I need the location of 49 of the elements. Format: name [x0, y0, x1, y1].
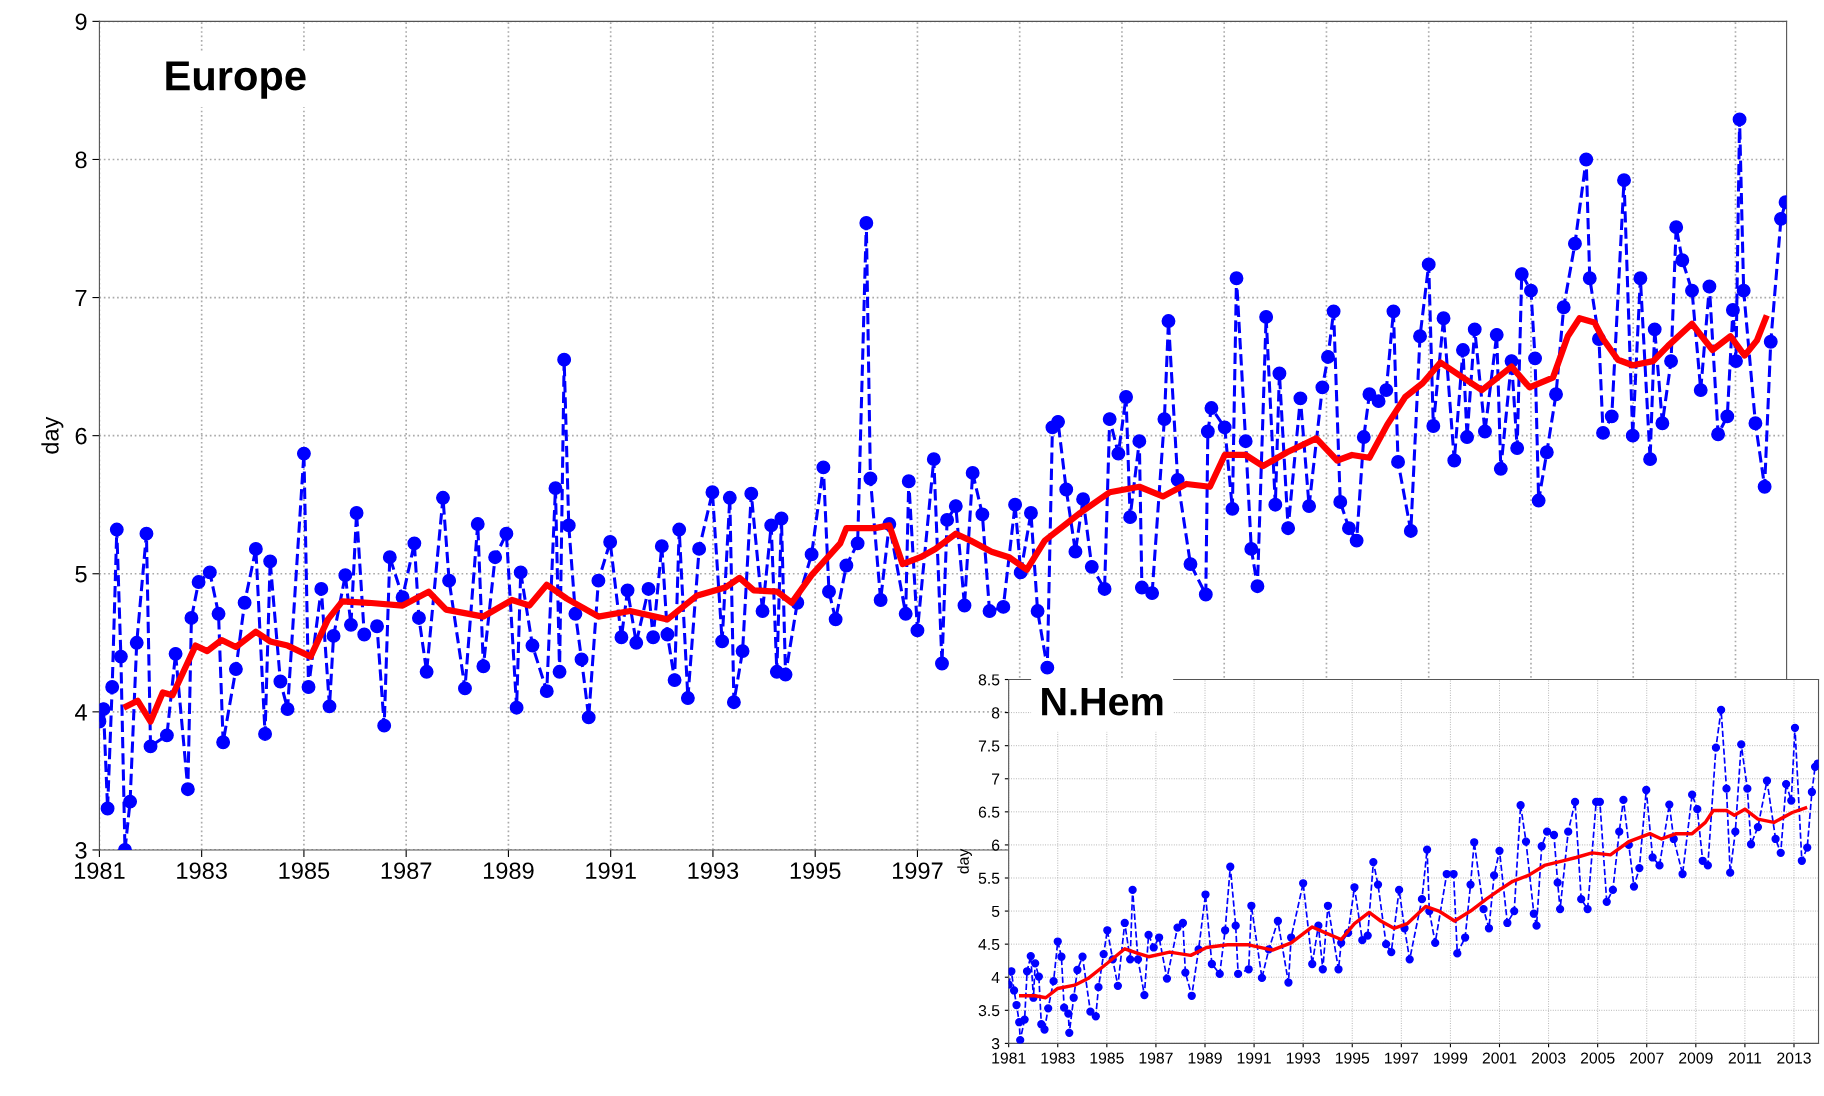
x-tick-label: 2003	[1531, 1052, 1566, 1064]
chart-title: N.Hem	[1042, 687, 1163, 716]
y-tick-label: 8	[991, 707, 1000, 719]
y-tick-label: 7	[75, 289, 87, 307]
x-tick-label: 1987	[1139, 1052, 1173, 1064]
y-tick-label: 7.5	[978, 740, 1000, 752]
x-tick-label: 2007	[1630, 1052, 1664, 1064]
x-tick-label: 1993	[688, 862, 739, 880]
y-tick-label: 6.5	[978, 806, 1000, 818]
x-tick-label: 1985	[279, 862, 330, 880]
y-tick-label: 4	[75, 704, 87, 721]
x-tick-label: 1983	[177, 862, 227, 880]
x-tick-label: 2001	[1482, 1052, 1517, 1064]
y-axis-title: day	[957, 848, 972, 874]
y-tick-label: 5.5	[978, 872, 1000, 884]
x-tick-label: 1991	[586, 862, 636, 880]
y-tick-label: 8	[75, 151, 87, 169]
x-tick-label: 1983	[1041, 1052, 1075, 1064]
x-tick-label: 1999	[1434, 1052, 1468, 1064]
y-tick-label: 8.5	[978, 674, 1000, 686]
y-tick-label: 6	[992, 839, 1000, 851]
text: Europe	[166, 61, 306, 99]
y-tick-label: 7	[992, 773, 1000, 785]
x-tick-label: 2005	[1580, 1052, 1615, 1064]
y-tick-label: 3.5	[978, 1005, 1000, 1017]
x-tick-label: 1997	[892, 862, 943, 880]
x-tick-label: 1985	[1090, 1052, 1124, 1064]
x-tick-label: 1995	[790, 862, 841, 880]
x-tick-label: 1991	[1237, 1052, 1271, 1064]
x-tick-label: 1981	[74, 862, 125, 880]
x-tick-label: 1989	[1188, 1052, 1222, 1064]
x-tick-label: 1993	[1286, 1052, 1321, 1064]
y-axis-title: day	[41, 416, 64, 454]
x-tick-label: 2013	[1777, 1052, 1811, 1064]
y-tick-label: 5	[991, 905, 1000, 917]
x-tick-label: 1989	[483, 862, 534, 880]
y-tick-label: 3	[991, 1038, 1000, 1050]
x-tick-label: 1997	[1385, 1052, 1419, 1064]
y-tick-label: 3	[75, 842, 87, 859]
y-tick-label: 4	[991, 972, 1000, 983]
y-tick-label: 6	[75, 427, 87, 445]
x-tick-label: 2009	[1679, 1052, 1713, 1064]
x-tick-label: 1987	[381, 862, 432, 880]
x-tick-label: 1981	[992, 1052, 1026, 1064]
y-tick-label: 9	[75, 13, 87, 31]
y-tick-label: 4.5	[978, 939, 1000, 951]
x-tick-label: 2011	[1728, 1052, 1762, 1064]
x-tick-label: 1995	[1335, 1052, 1370, 1064]
y-tick-label: 5	[75, 566, 87, 583]
